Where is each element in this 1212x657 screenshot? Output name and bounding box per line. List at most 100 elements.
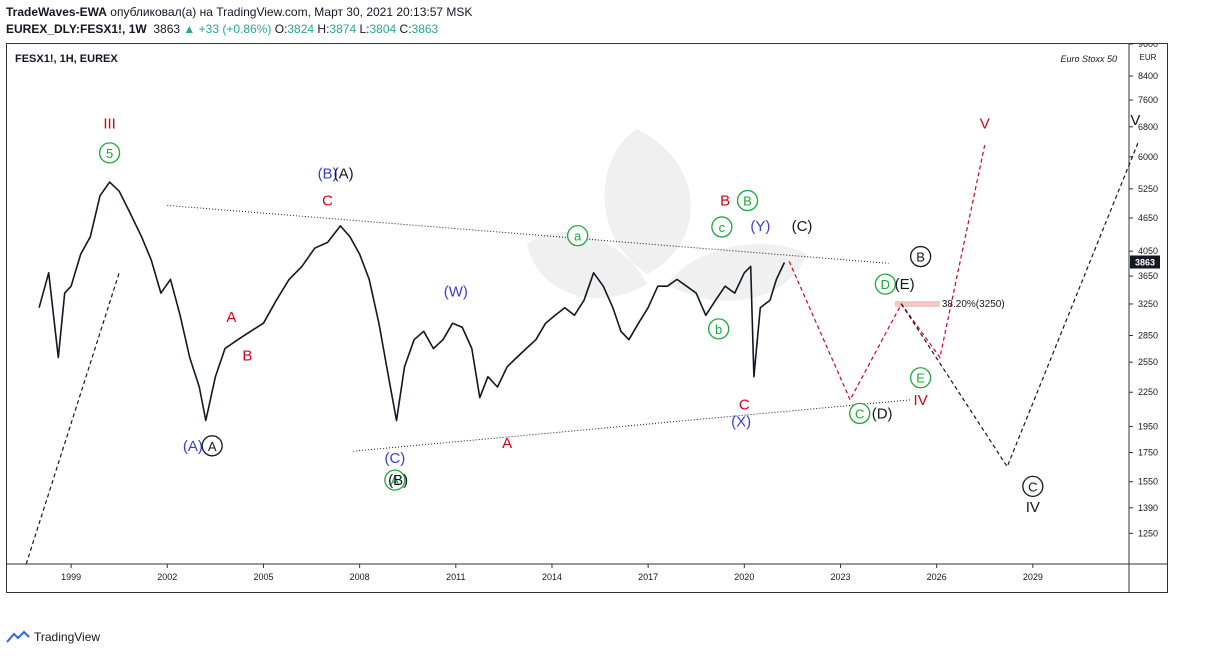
symbol-label: EUREX_DLY:FESX1!, 1W [6,22,147,36]
wave-label: (B) [318,165,338,182]
brand-name[interactable]: TradingView [34,630,101,644]
y-tick-label: 5250 [1138,184,1158,194]
trendlines [167,204,912,452]
x-tick-label: 2002 [157,572,177,582]
x-tick-label: 2008 [350,572,370,582]
wave-label: (A) [183,438,203,455]
wave-label: C [1028,479,1037,494]
price-series [38,181,786,422]
wave-label: (A) [334,165,354,182]
wave-label: B [916,250,925,265]
trendline [353,399,912,452]
y-tick-label: 2550 [1138,357,1158,367]
scenario-path [788,144,986,402]
wave-label-circle [708,318,730,340]
wave-label: V [980,115,990,132]
y-tick-label: 4650 [1138,213,1158,223]
publish-info: TradeWaves-EWA опубликовал(а) на Trading… [6,5,472,19]
low-label: L: [359,22,370,36]
wave-label: C [739,396,750,413]
wave-label-circle [566,225,589,247]
high-label: H: [317,22,330,36]
wave-label: (D) [872,405,893,422]
x-tick-label: 2005 [253,572,273,582]
wave-label-circle [201,435,223,457]
wave-label: III [103,115,116,132]
y-tick-label: 8400 [1138,71,1158,81]
x-tick-label: 2023 [830,572,850,582]
y-tick-label: 2850 [1138,330,1158,340]
wave-label: A [208,439,217,454]
y-tick-label: 9600 [1138,44,1158,49]
x-tick-label: 1999 [61,572,81,582]
watermark-name: Euro Stoxx 50 [1060,54,1117,64]
y-tick-label: 1550 [1138,477,1158,487]
price-axis[interactable]: 9600 8400 7600 6800 6000 5250 4650 4050 3650 3250… [1129,44,1158,538]
high-value: 3874 [329,22,357,36]
wave-label: D [881,277,890,292]
y-tick-label: 3650 [1138,271,1158,281]
footer: TradingView [6,630,100,644]
symbol-info: EUREX_DLY:FESX1!, 1W 3863 ▲ +33 (+0.86%)… [6,22,438,36]
price-line [38,181,786,422]
wave-label: c [719,220,726,235]
wave-label-circle [711,216,733,238]
y-tick-label: 6800 [1138,122,1158,132]
pane-title: FESX1!, 1H, EUREX [15,53,118,65]
wave-label: E [916,371,925,386]
wave-label: C [322,193,333,210]
wave-label-circle [909,245,932,268]
fib-label: 38.20%(3250) [942,299,1005,310]
y-tick-label: 6000 [1138,152,1158,162]
wave-label: (W) [444,284,468,301]
wave-label: C [855,406,864,421]
y-tick-label: 1250 [1138,528,1158,538]
wave-label: A [391,473,400,488]
wave-label: (B) [388,472,408,489]
wave-label: (X) [731,414,751,431]
author-name[interactable]: TradeWaves-EWA [6,5,107,19]
y-tick-label: 1950 [1138,422,1158,432]
wave-label: A [226,309,236,326]
watermark-logo [527,129,807,301]
wave-label-circle [1022,475,1044,498]
wave-label: B [743,194,752,209]
wave-label: b [715,322,722,337]
chart-svg[interactable]: 9600 8400 7600 6800 6000 5250 4650 4050 3650 3250… [7,44,1167,592]
wave-label: B [242,348,252,365]
wave-label-circle [849,402,871,425]
wave-label: A [502,435,512,452]
x-tick-label: 2026 [927,572,947,582]
wave-label: (Y) [750,218,770,235]
price-tag-value: 3863 [1135,257,1155,267]
wave-label-circle [98,142,121,164]
price-change: ▲ +33 (+0.86%) [183,22,272,36]
wave-label: (E) [895,276,915,293]
scenario-paths [25,141,1140,565]
low-value: 3804 [369,22,397,36]
chart-frame[interactable]: 9600 8400 7600 6800 6000 5250 4650 4050 3650 3250… [6,43,1168,593]
wave-label-circle [874,273,897,295]
y-tick-label: 7600 [1138,95,1158,105]
wave-label: (C) [384,450,405,467]
wave-label: V [1130,112,1140,129]
close-value: 3863 [411,22,439,36]
y-tick-label: 4050 [1138,246,1158,256]
wave-label: IV [914,392,928,409]
wave-label: IV [1026,499,1040,516]
last-price: 3863 [153,22,181,36]
fib-band [894,300,940,307]
currency-label: EUR [1140,53,1157,62]
fib-level: 38.20%(3250) [894,299,1005,310]
x-tick-label: 2017 [638,572,658,582]
x-tick-label: 2014 [542,572,562,582]
open-label: O: [274,22,288,36]
y-tick-label: 3250 [1138,299,1158,309]
time-axis[interactable]: 1999 2002 2005 2008 2011 2014 2017 2020 2023 2026… [61,564,1043,582]
y-tick-label: 1390 [1138,503,1158,513]
x-tick-label: 2011 [446,572,465,582]
y-tick-label: 1750 [1138,448,1158,458]
x-tick-label: 2020 [734,572,754,582]
wave-label: (C) [792,218,813,235]
